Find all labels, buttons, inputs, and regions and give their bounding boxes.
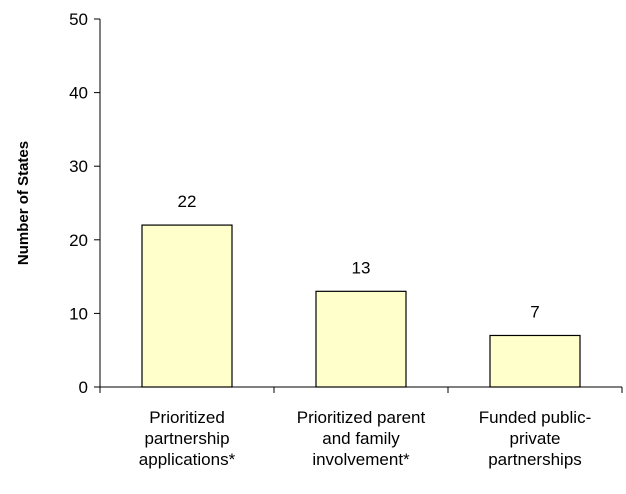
category-label: Funded public-private partnerships bbox=[479, 408, 591, 469]
y-tick-label: 20 bbox=[69, 231, 88, 250]
bar bbox=[489, 334, 581, 388]
y-axis-title: Number of States bbox=[15, 141, 32, 265]
category-label: Prioritized parent and family involvement* bbox=[297, 408, 426, 469]
data-label: 7 bbox=[530, 302, 539, 321]
category-label: Prioritized partnership applications* bbox=[139, 408, 236, 469]
data-label: 22 bbox=[178, 192, 197, 211]
y-tick-label: 0 bbox=[79, 378, 88, 397]
bar bbox=[141, 224, 233, 388]
y-tick-label: 40 bbox=[69, 84, 88, 103]
bar bbox=[315, 290, 407, 388]
y-tick-label: 10 bbox=[69, 304, 88, 323]
data-label: 13 bbox=[352, 258, 371, 277]
y-tick-label: 50 bbox=[69, 10, 88, 29]
y-tick-label: 30 bbox=[69, 157, 88, 176]
